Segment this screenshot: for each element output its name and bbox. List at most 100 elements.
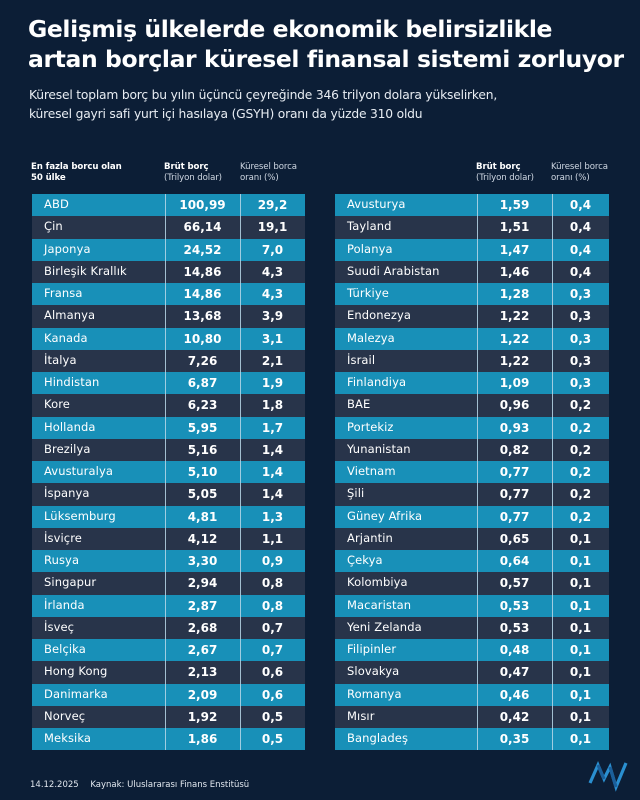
global-share-value: 0,1 (569, 620, 592, 635)
global-share-value: 1,9 (261, 376, 284, 390)
gross-debt-value: 0,77 (499, 465, 530, 479)
column-divider (477, 194, 478, 751)
gross-debt-value: 5,10 (187, 465, 218, 479)
gross-debt-value: 5,95 (187, 420, 218, 435)
country-name: Filipinler (347, 642, 397, 656)
gross-debt-value: 2,09 (187, 687, 218, 702)
global-share-value: 0,1 (569, 531, 592, 546)
header-country-line2: 50 ülke (31, 173, 66, 183)
global-share-value: 1,4 (261, 465, 284, 479)
table-row: Arjantin 0,65 0,1 (335, 527, 609, 550)
gross-debt-value: 0,93 (499, 420, 530, 435)
gross-debt-value: 1,51 (499, 220, 530, 235)
header-country-line1: En fazla borcu olan (31, 162, 122, 172)
global-share-value: 1,4 (261, 487, 284, 502)
country-name: Singapur (44, 575, 97, 590)
gross-debt-value: 1,22 (499, 353, 530, 368)
header-debt-line2: (Trilyon dolar) (164, 173, 222, 183)
header-debt-line1: Brüt borç (476, 162, 521, 172)
table-row: ABD 100,99 29,2 (32, 194, 305, 217)
global-share-value: 0,3 (569, 309, 592, 324)
country-name: Güney Afrika (347, 508, 423, 523)
global-share-value: 0,4 (569, 242, 592, 257)
table-row: Tayland 1,51 0,4 (335, 216, 609, 239)
table-row: Türkiye 1,28 0,3 (335, 283, 609, 306)
gross-debt-value: 0,46 (499, 687, 530, 702)
page-title: Gelişmiş ülkelerde ekonomik belirsizlikl… (28, 15, 624, 73)
gross-debt-value: 0,65 (499, 531, 530, 546)
table-row: Finlandiya 1,09 0,3 (335, 372, 609, 395)
country-name: ABD (44, 197, 69, 211)
gross-debt-value: 2,94 (187, 576, 218, 591)
country-name: Yunanistan (347, 441, 411, 456)
country-name: Kolombiya (347, 575, 408, 590)
country-name: Romanya (347, 686, 402, 701)
table-row: İsveç 2,68 0,7 (32, 616, 305, 639)
global-share-value: 0,1 (569, 665, 592, 680)
gross-debt-value: 4,81 (187, 509, 218, 524)
header-country: En fazla borcu olan 50 ülke (31, 162, 122, 184)
country-name: Finlandiya (347, 375, 407, 389)
global-share-value: 0,1 (569, 687, 592, 702)
table-row: Romanya 0,46 0,1 (335, 683, 609, 706)
subtitle-line-1: Küresel toplam borç bu yılın üçüncü çeyr… (29, 88, 498, 102)
gross-debt-value: 14,86 (183, 264, 222, 279)
table-row: İsviçre 4,12 1,1 (32, 527, 305, 550)
global-share-value: 0,2 (569, 509, 592, 524)
footer-source: Kaynak: Uluslararası Finans Enstitüsü (90, 780, 250, 790)
table-row: Bangladeş 0,35 0,1 (335, 728, 609, 751)
country-name: Portekiz (347, 419, 394, 434)
country-name: Hindistan (44, 375, 100, 389)
header-debt-line1: Brüt borç (164, 162, 209, 172)
country-name: Avusturalya (44, 464, 113, 478)
global-share-value: 0,1 (569, 598, 592, 613)
global-share-value: 0,6 (261, 687, 284, 702)
table-row: Singapur 2,94 0,8 (32, 572, 305, 595)
gross-debt-value: 13,68 (183, 309, 222, 324)
gross-debt-value: 0,77 (499, 487, 530, 502)
global-share-value: 0,4 (569, 264, 592, 279)
footer-date: 14.12.2025 (30, 780, 79, 790)
table-row: Brezilya 5,16 1,4 (32, 438, 305, 461)
gross-debt-value: 0,53 (499, 598, 530, 613)
global-share-value: 19,1 (257, 220, 288, 235)
country-name: Almanya (44, 308, 96, 323)
gross-debt-value: 14,86 (183, 287, 222, 301)
global-share-value: 0,7 (261, 643, 284, 657)
table-row: Danimarka 2,09 0,6 (32, 683, 305, 706)
global-share-value: 0,8 (261, 598, 284, 613)
country-name: Çin (44, 219, 63, 234)
global-share-value: 0,1 (569, 709, 592, 724)
header-share-left: Küresel borca oranı (%) (240, 162, 297, 184)
gross-debt-value: 1,28 (499, 287, 530, 301)
country-name: Kanada (44, 330, 88, 345)
country-name: Endonezya (347, 308, 412, 323)
country-name: Avusturya (347, 197, 406, 211)
country-name: İsviçre (44, 530, 82, 545)
header-share-line2: oranı (%) (240, 173, 279, 183)
country-name: Arjantin (347, 530, 393, 545)
column-divider (552, 194, 553, 751)
subtitle-line-2: küresel gayri safi yurt içi hasılaya (GS… (29, 107, 423, 121)
country-name: Hong Kong (44, 664, 108, 679)
subtitle: Küresel toplam borç bu yılın üçüncü çeyr… (29, 86, 629, 124)
global-share-value: 0,2 (569, 442, 592, 457)
global-share-value: 0,6 (261, 665, 284, 680)
gross-debt-value: 0,35 (499, 732, 530, 746)
country-name: İsrail (347, 352, 376, 367)
country-name: Belçika (44, 642, 86, 656)
global-share-value: 0,4 (569, 198, 592, 212)
country-name: Rusya (44, 553, 80, 567)
country-name: İsveç (44, 619, 75, 634)
gross-debt-value: 3,30 (187, 554, 218, 568)
country-name: Meksika (44, 731, 92, 745)
table-row: Hollanda 5,95 1,7 (32, 416, 305, 439)
global-share-value: 0,1 (569, 554, 592, 568)
gross-debt-value: 1,59 (499, 198, 530, 212)
global-share-value: 0,9 (261, 554, 284, 568)
country-name: Fransa (44, 286, 83, 300)
gross-debt-value: 0,47 (499, 665, 530, 680)
table-row: Vietnam 0,77 0,2 (335, 461, 609, 484)
table-row: İtalya 7,26 2,1 (32, 349, 305, 372)
table-row: Çekya 0,64 0,1 (335, 550, 609, 573)
